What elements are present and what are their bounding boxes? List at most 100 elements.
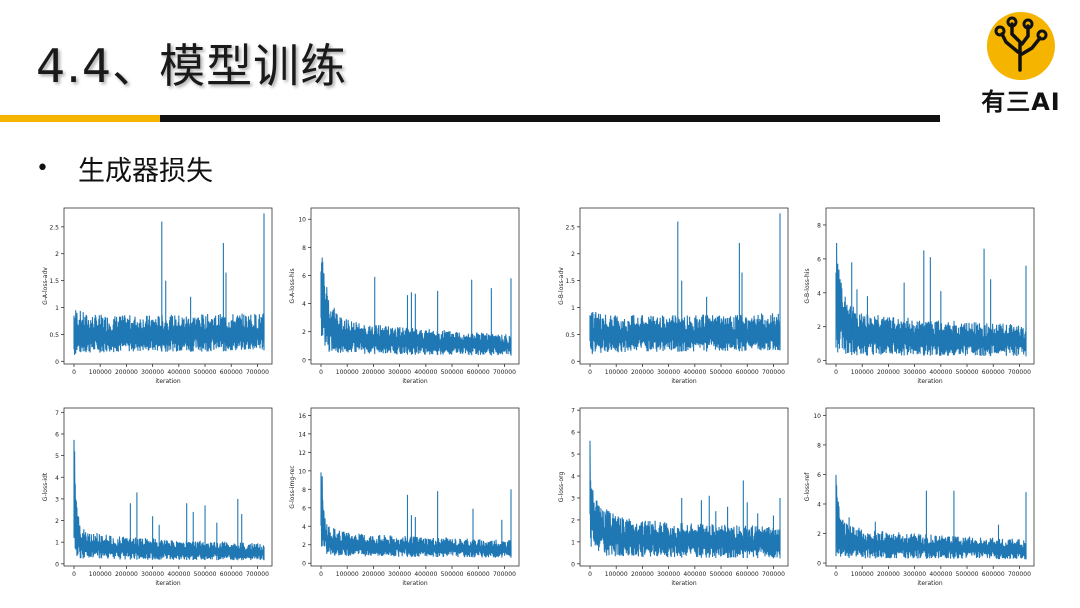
y-tick-label: 4 <box>817 501 821 508</box>
y-axis-label: G-loss-idt <box>42 472 49 501</box>
x-tick-label: 600000 <box>220 571 243 578</box>
y-tick-label: 4 <box>571 474 575 481</box>
x-tick-label: 200000 <box>877 571 900 578</box>
y-tick-label: 8 <box>302 487 306 494</box>
x-tick-label: 100000 <box>336 369 359 376</box>
x-tick-label: 500000 <box>956 571 979 578</box>
y-tick-label: 6 <box>571 430 575 437</box>
y-tick-label: 2 <box>571 251 575 258</box>
x-tick-label: 600000 <box>982 369 1005 376</box>
x-tick-label: 400000 <box>167 369 190 376</box>
x-axis-label: iteration <box>671 580 697 587</box>
x-tick-label: 200000 <box>115 369 138 376</box>
x-tick-label: 400000 <box>414 369 437 376</box>
x-tick-label: 100000 <box>851 369 874 376</box>
y-tick-label: 8 <box>302 245 306 252</box>
x-tick-label: 600000 <box>220 369 243 376</box>
x-tick-label: 500000 <box>441 369 464 376</box>
x-axis-label: iteration <box>402 378 428 385</box>
chart-g-loss-org: 0 1 2 3 4 5 6 7 0 100000 200000 300000 400000 500000 6… <box>556 402 796 592</box>
y-tick-label: 12 <box>298 450 306 457</box>
logo: 有三AI <box>976 8 1066 112</box>
x-tick-label: 0 <box>72 369 76 376</box>
y-tick-label: 0 <box>302 561 306 568</box>
x-tick-label: 300000 <box>388 571 411 578</box>
y-tick-label: 7 <box>55 410 59 417</box>
x-tick-label: 500000 <box>710 571 733 578</box>
y-tick-label: 3 <box>55 496 59 503</box>
x-tick-label: 200000 <box>362 571 385 578</box>
x-tick-label: 400000 <box>414 571 437 578</box>
chart-g-loss-img-rec: 0 2 4 6 8 10 12 14 16 0 100000 200000 300000 400000 50… <box>287 402 527 592</box>
y-axis-label: G-B-loss-adv <box>558 267 565 305</box>
x-tick-label: 600000 <box>467 369 490 376</box>
y-axis-label: G-A-loss-adv <box>42 267 49 305</box>
x-tick-label: 700000 <box>1008 571 1031 578</box>
x-tick-label: 700000 <box>1008 369 1031 376</box>
y-tick-label: 2.5 <box>565 224 575 231</box>
x-tick-label: 0 <box>319 369 323 376</box>
y-tick-label: 3 <box>571 495 575 502</box>
bullet-item: • 生成器损失 <box>36 148 213 188</box>
y-tick-label: 0 <box>55 561 59 568</box>
bullet-marker: • <box>36 156 78 181</box>
x-tick-label: 300000 <box>141 571 164 578</box>
x-axis-label: iteration <box>402 580 428 587</box>
y-tick-label: 0 <box>571 561 575 568</box>
y-tick-label: 2.5 <box>49 224 59 231</box>
y-tick-label: 2 <box>817 324 821 331</box>
y-tick-label: 0 <box>302 357 306 364</box>
y-tick-label: 16 <box>298 413 306 420</box>
y-tick-label: 2 <box>302 329 306 336</box>
y-tick-label: 1 <box>55 540 59 547</box>
x-tick-label: 600000 <box>736 571 759 578</box>
chart-g-a-loss-his: 0 2 4 6 8 10 0 100000 200000 300000 400000 500000 60… <box>287 202 527 390</box>
x-tick-label: 500000 <box>956 369 979 376</box>
x-tick-label: 400000 <box>683 369 706 376</box>
title-rule-accent <box>0 115 160 122</box>
x-tick-label: 700000 <box>493 571 516 578</box>
x-tick-label: 0 <box>319 571 323 578</box>
chart-g-loss-ref: 02468100 100000 200000 300000 400000 500000 60… <box>802 402 1042 592</box>
x-tick-label: 500000 <box>194 369 217 376</box>
chart-g-b-loss-his: 024680 100000 200000 300000 400000 500000 6000… <box>802 202 1042 390</box>
y-tick-label: 1 <box>571 539 575 546</box>
y-tick-label: 1.5 <box>565 278 575 285</box>
x-tick-label: 300000 <box>657 571 680 578</box>
logo-text: 有三AI <box>976 82 1066 117</box>
x-tick-label: 0 <box>72 571 76 578</box>
x-tick-label: 500000 <box>441 571 464 578</box>
x-tick-label: 200000 <box>877 369 900 376</box>
x-tick-label: 300000 <box>903 369 926 376</box>
x-tick-label: 700000 <box>493 369 516 376</box>
slide-title: 4.4、模型训练 <box>36 38 347 94</box>
y-tick-label: 14 <box>298 431 306 438</box>
x-tick-label: 700000 <box>246 369 269 376</box>
x-tick-label: 400000 <box>929 369 952 376</box>
title-rule <box>160 115 940 122</box>
y-tick-label: 5 <box>55 453 59 460</box>
y-tick-label: 1.5 <box>49 278 59 285</box>
x-axis-label: iteration <box>917 580 943 587</box>
y-tick-label: 2 <box>571 517 575 524</box>
logo-circuit-icon <box>976 8 1066 88</box>
x-tick-label: 600000 <box>982 571 1005 578</box>
chart-g-b-loss-adv: 00.511.522.50 100000 200000 300000 400000 500… <box>556 202 796 390</box>
y-tick-label: 6 <box>302 273 306 280</box>
x-tick-label: 600000 <box>467 571 490 578</box>
y-tick-label: 6 <box>302 505 306 512</box>
x-tick-label: 100000 <box>89 571 112 578</box>
x-tick-label: 100000 <box>605 369 628 376</box>
x-axis-label: iteration <box>671 378 697 385</box>
y-tick-label: 0.5 <box>49 332 59 339</box>
y-tick-label: 2 <box>817 531 821 538</box>
y-tick-label: 4 <box>302 524 306 531</box>
x-tick-label: 700000 <box>762 369 785 376</box>
x-tick-label: 0 <box>834 369 838 376</box>
y-tick-label: 10 <box>813 413 821 420</box>
x-axis-label: iteration <box>155 378 181 385</box>
y-axis-label: G-loss-img-rec <box>289 465 296 508</box>
x-tick-label: 500000 <box>710 369 733 376</box>
x-tick-label: 400000 <box>929 571 952 578</box>
x-tick-label: 0 <box>834 571 838 578</box>
